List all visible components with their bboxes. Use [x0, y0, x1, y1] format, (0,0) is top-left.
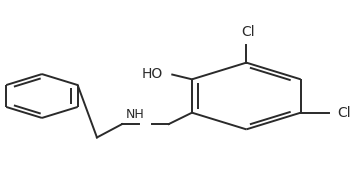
Text: HO: HO — [142, 67, 163, 81]
Text: Cl: Cl — [241, 25, 255, 39]
Text: Cl: Cl — [337, 106, 351, 120]
Text: NH: NH — [126, 108, 145, 121]
